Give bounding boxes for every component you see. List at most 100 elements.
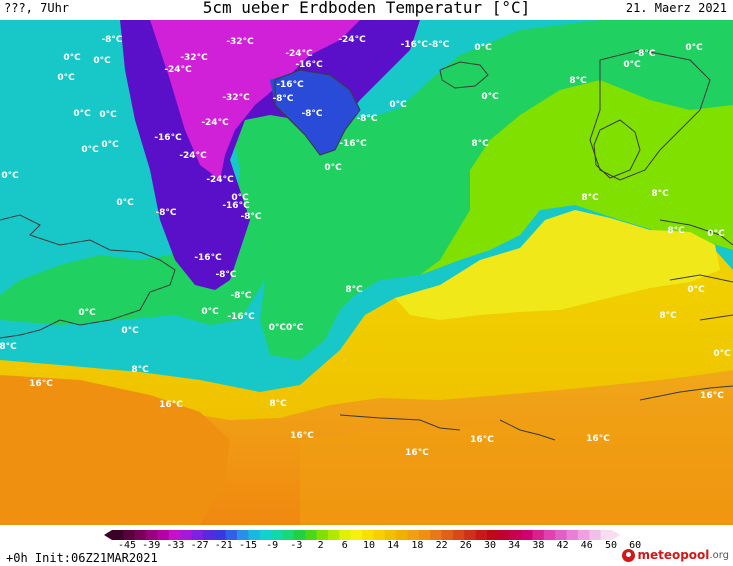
temperature-label: -16°C [276, 80, 304, 90]
coastline-iceland [439, 61, 489, 89]
temperature-label: 0°C [57, 73, 75, 83]
coastline-north-america [0, 214, 176, 339]
coastline-europe [659, 219, 733, 321]
temperature-label: 0°C [121, 326, 139, 336]
map-title: 5cm ueber Erdboden Temperatur [°C] [202, 0, 531, 17]
colorbar-tick-label: 26 [459, 540, 472, 551]
temperature-label: -24°C [338, 35, 366, 45]
temperature-label: 0°C [101, 140, 119, 150]
colorbar-tick-label: 2 [317, 540, 324, 551]
colorbar-cell [407, 530, 420, 540]
colorbar-tick-label: 34 [508, 540, 521, 551]
colorbar-cell [396, 530, 409, 540]
colorbar-cell [134, 530, 147, 540]
colorbar-tick-label: 10 [362, 540, 376, 551]
colorbar-cell [146, 530, 159, 540]
temperature-label: 0°C0°C [269, 323, 304, 333]
colorbar-tick-label: -33 [166, 540, 185, 551]
temperature-label: -24°C [285, 49, 313, 59]
colorbar-tick-label: -21 [214, 540, 233, 551]
temperature-label: 0°C [713, 349, 731, 359]
temperature-label: 0°C [63, 53, 81, 63]
valid-time-label: ???, 7Uhr [4, 1, 70, 15]
temperature-label: 8°C [269, 399, 287, 409]
colorbar-cell [191, 530, 204, 540]
brand-logo[interactable]: meteopool .org [622, 547, 729, 563]
temperature-label: 16°C [586, 434, 610, 444]
temperature-label: 0°C [73, 109, 91, 119]
colorbar-cell [248, 530, 261, 540]
colorbar-cell [509, 530, 522, 540]
colorbar-cell [180, 530, 193, 540]
temperature-label: 0°C [78, 308, 96, 318]
temperature-label: -8°C [215, 270, 236, 280]
cold-magenta-zone [150, 20, 360, 180]
colorbar-cell [225, 530, 238, 540]
temperature-label: 8°C [345, 285, 363, 295]
colorbar-tick-label: -39 [142, 540, 161, 551]
fading-orange-zone [300, 412, 733, 525]
temperature-label: -24°C [164, 65, 192, 75]
iberia-warm-zone [0, 375, 230, 525]
temperature-label: -8°C [240, 212, 261, 222]
brand-name: meteopool [637, 548, 710, 562]
temperature-label: -16°C [339, 139, 367, 149]
temperature-label: -8°C [356, 114, 377, 124]
coastline-greenland [274, 69, 361, 156]
colorbar-tick-label: 38 [532, 540, 545, 551]
temperature-label: 8°C [651, 189, 669, 199]
colorbar-cell [589, 530, 602, 540]
light-green-zone [420, 80, 733, 275]
colorbar-cell [487, 530, 499, 540]
temperature-label: -24°C [206, 175, 234, 185]
colorbar-cell [350, 530, 363, 540]
colorbar-cell [316, 530, 329, 540]
temperature-map: -8°C -32°C -24°C -16°C-8°C 0°C 0°C-8°C0°C 0°C -… [0, 20, 733, 525]
temperature-label: -16°C-8°C [401, 40, 450, 50]
temperature-label: 8°C [471, 139, 489, 149]
temperature-label: 8°C [131, 365, 149, 375]
coastline-cuba [339, 414, 461, 431]
colorbar-cells [112, 530, 613, 540]
colorbar-cell [157, 530, 170, 540]
colorbar-cell [237, 530, 249, 540]
colorbar-cell [384, 530, 397, 540]
temperature-label: -24°C [201, 118, 229, 128]
colorbar-cell [543, 530, 556, 540]
temperature-label: 16°C [159, 400, 183, 410]
colorbar-tick-label: -27 [190, 540, 209, 551]
temperature-label: -32°C [222, 93, 250, 103]
coastline-west-africa [639, 385, 733, 401]
colorbar-cell [452, 530, 465, 540]
colorbar-cell [259, 530, 272, 540]
colorbar-cell [112, 530, 124, 540]
colorbar-cell [271, 530, 284, 540]
temperature-label: 0°C [201, 307, 219, 317]
colorbar-cell [214, 530, 227, 540]
temperature-label: 0°C [707, 229, 725, 239]
temperature-label: -8°C [272, 94, 293, 104]
temperature-label: -16°C [154, 133, 182, 143]
colorbar-cell [327, 530, 340, 540]
colorbar-cell [555, 530, 568, 540]
temperature-label: 0°C [474, 43, 492, 53]
colorbar-tick-label: 18 [411, 540, 424, 551]
colorbar-right-arrow [612, 530, 620, 540]
temperature-label: 0°C [93, 56, 111, 66]
temperature-label: 0°C [81, 145, 99, 155]
temperature-label: 8°C [659, 311, 677, 321]
init-time: +0h Init:06Z21MAR2021 [6, 551, 158, 565]
colorbar-cell [498, 530, 511, 540]
temperature-label: 16°C [29, 379, 53, 389]
colorbar-cell [123, 530, 136, 540]
map-footer: -45 -39 -33 -27 -21 -15 -9 -3 2 6 10 14 18 22 26 30 34 38… [0, 525, 733, 566]
map-header: ???, 7Uhr 5cm ueber Erdboden Temperatur … [0, 0, 733, 20]
temperature-label: -8°C [101, 35, 122, 45]
coastlines [0, 49, 733, 441]
temperature-label: 0°C [231, 193, 249, 203]
colorbar-cell [362, 530, 374, 540]
colorbar-cell [521, 530, 534, 540]
temperature-label: -8°C [301, 109, 322, 119]
greenland-land [270, 70, 360, 155]
coastline-caribbean [499, 419, 556, 441]
